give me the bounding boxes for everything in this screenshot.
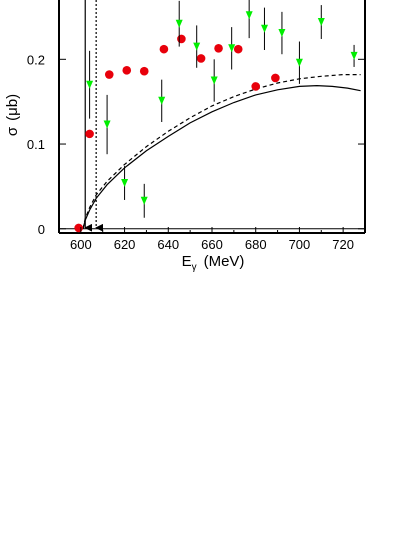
x-axis-ticks: 600 620 640 660 680 700 720 — [70, 227, 366, 252]
data-point-triangle — [121, 179, 129, 187]
data-point-circle — [233, 44, 243, 54]
x-axis-label: Eγ (MeV) — [182, 253, 245, 273]
data-points — [74, 0, 358, 233]
data-point-circle — [85, 129, 94, 139]
y-tick-label: 0.2 — [27, 52, 45, 67]
x-axis-label-main: E — [182, 253, 192, 270]
data-point-triangle — [295, 58, 303, 67]
y-axis-label-main: σ — [4, 126, 21, 136]
y-tick-label: 0 — [38, 222, 45, 237]
y-tick-label: 0.1 — [27, 137, 45, 152]
x-tick-label: 720 — [332, 237, 354, 252]
data-point-triangle — [245, 11, 253, 20]
data-point-circle — [159, 44, 169, 54]
data-point-triangle — [228, 44, 236, 53]
data-point-triangle — [193, 42, 201, 51]
data-point-triangle — [103, 120, 111, 129]
data-point-triangle — [350, 51, 358, 60]
x-tick-label: 600 — [70, 237, 92, 252]
data-point-triangle — [158, 96, 166, 105]
data-point-circle — [271, 73, 280, 83]
data-point-circle — [139, 66, 149, 76]
solid-theory-curve — [82, 84, 361, 229]
threshold-lines — [84, 0, 104, 232]
data-point-triangle — [317, 18, 325, 26]
x-tick-label: 620 — [114, 237, 136, 252]
x-tick-label: 660 — [201, 237, 223, 252]
data-point-circle — [74, 223, 83, 233]
y-axis-label: σ (μb) — [4, 94, 21, 136]
data-point-triangle — [261, 24, 268, 33]
data-point-circle — [104, 70, 114, 79]
x-tick-label: 680 — [245, 237, 267, 252]
x-tick-label: 700 — [289, 237, 311, 252]
data-point-circle — [251, 82, 261, 91]
x-axis-label-unit: (MeV) — [204, 253, 245, 270]
theory-curves — [82, 74, 361, 229]
x-tick-label: 640 — [157, 237, 179, 252]
y-axis-label-unit: (μb) — [4, 94, 21, 121]
y-axis-ticks: 0 0.1 0.2 — [27, 52, 365, 237]
x-axis-label-subscript: γ — [192, 262, 197, 273]
data-point-triangle — [210, 76, 218, 85]
data-point-circle — [122, 66, 132, 75]
data-point-triangle — [278, 29, 286, 37]
data-point-triangle — [175, 19, 183, 28]
data-point-circle — [196, 54, 206, 63]
data-point-circle — [177, 34, 186, 44]
dashed-theory-curve — [82, 74, 361, 229]
data-point-triangle — [140, 196, 148, 205]
data-point-circle — [214, 43, 223, 53]
plot-frame — [58, 0, 366, 234]
data-point-triangle — [86, 80, 94, 89]
